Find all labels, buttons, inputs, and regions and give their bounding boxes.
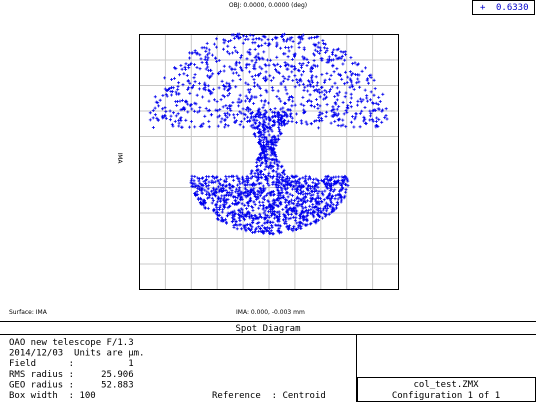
- info-line: Field : 1: [9, 359, 134, 369]
- plot-box: [139, 34, 399, 290]
- image-position: IMA: 0.000, -0.003 mm: [236, 309, 305, 316]
- diagram-title: Spot Diagram: [235, 324, 300, 334]
- reference: Reference : Centroid: [212, 391, 326, 401]
- info-line: 2014/12/03 Units are µm.: [9, 349, 144, 359]
- object-label: OBJ: 0.0000, 0.0000 (deg): [229, 2, 307, 9]
- spot-pattern: [148, 32, 389, 236]
- wavelength: 0.6330: [496, 3, 529, 13]
- info-line: OAO new telescope F/1.3: [9, 338, 134, 348]
- wavelength-box: [472, 0, 535, 15]
- side-label: IMA: [116, 152, 123, 164]
- info-line: GEO radius : 52.883: [9, 380, 134, 390]
- file-name: col_test.ZMX: [413, 380, 479, 390]
- configuration: Configuration 1 of 1: [392, 391, 500, 401]
- surface-label: Surface: IMA: [9, 309, 48, 316]
- info-line: Box width : 100: [9, 391, 96, 401]
- info-line: RMS radius : 25.906: [9, 370, 134, 380]
- wavelength-marker: +: [480, 3, 486, 13]
